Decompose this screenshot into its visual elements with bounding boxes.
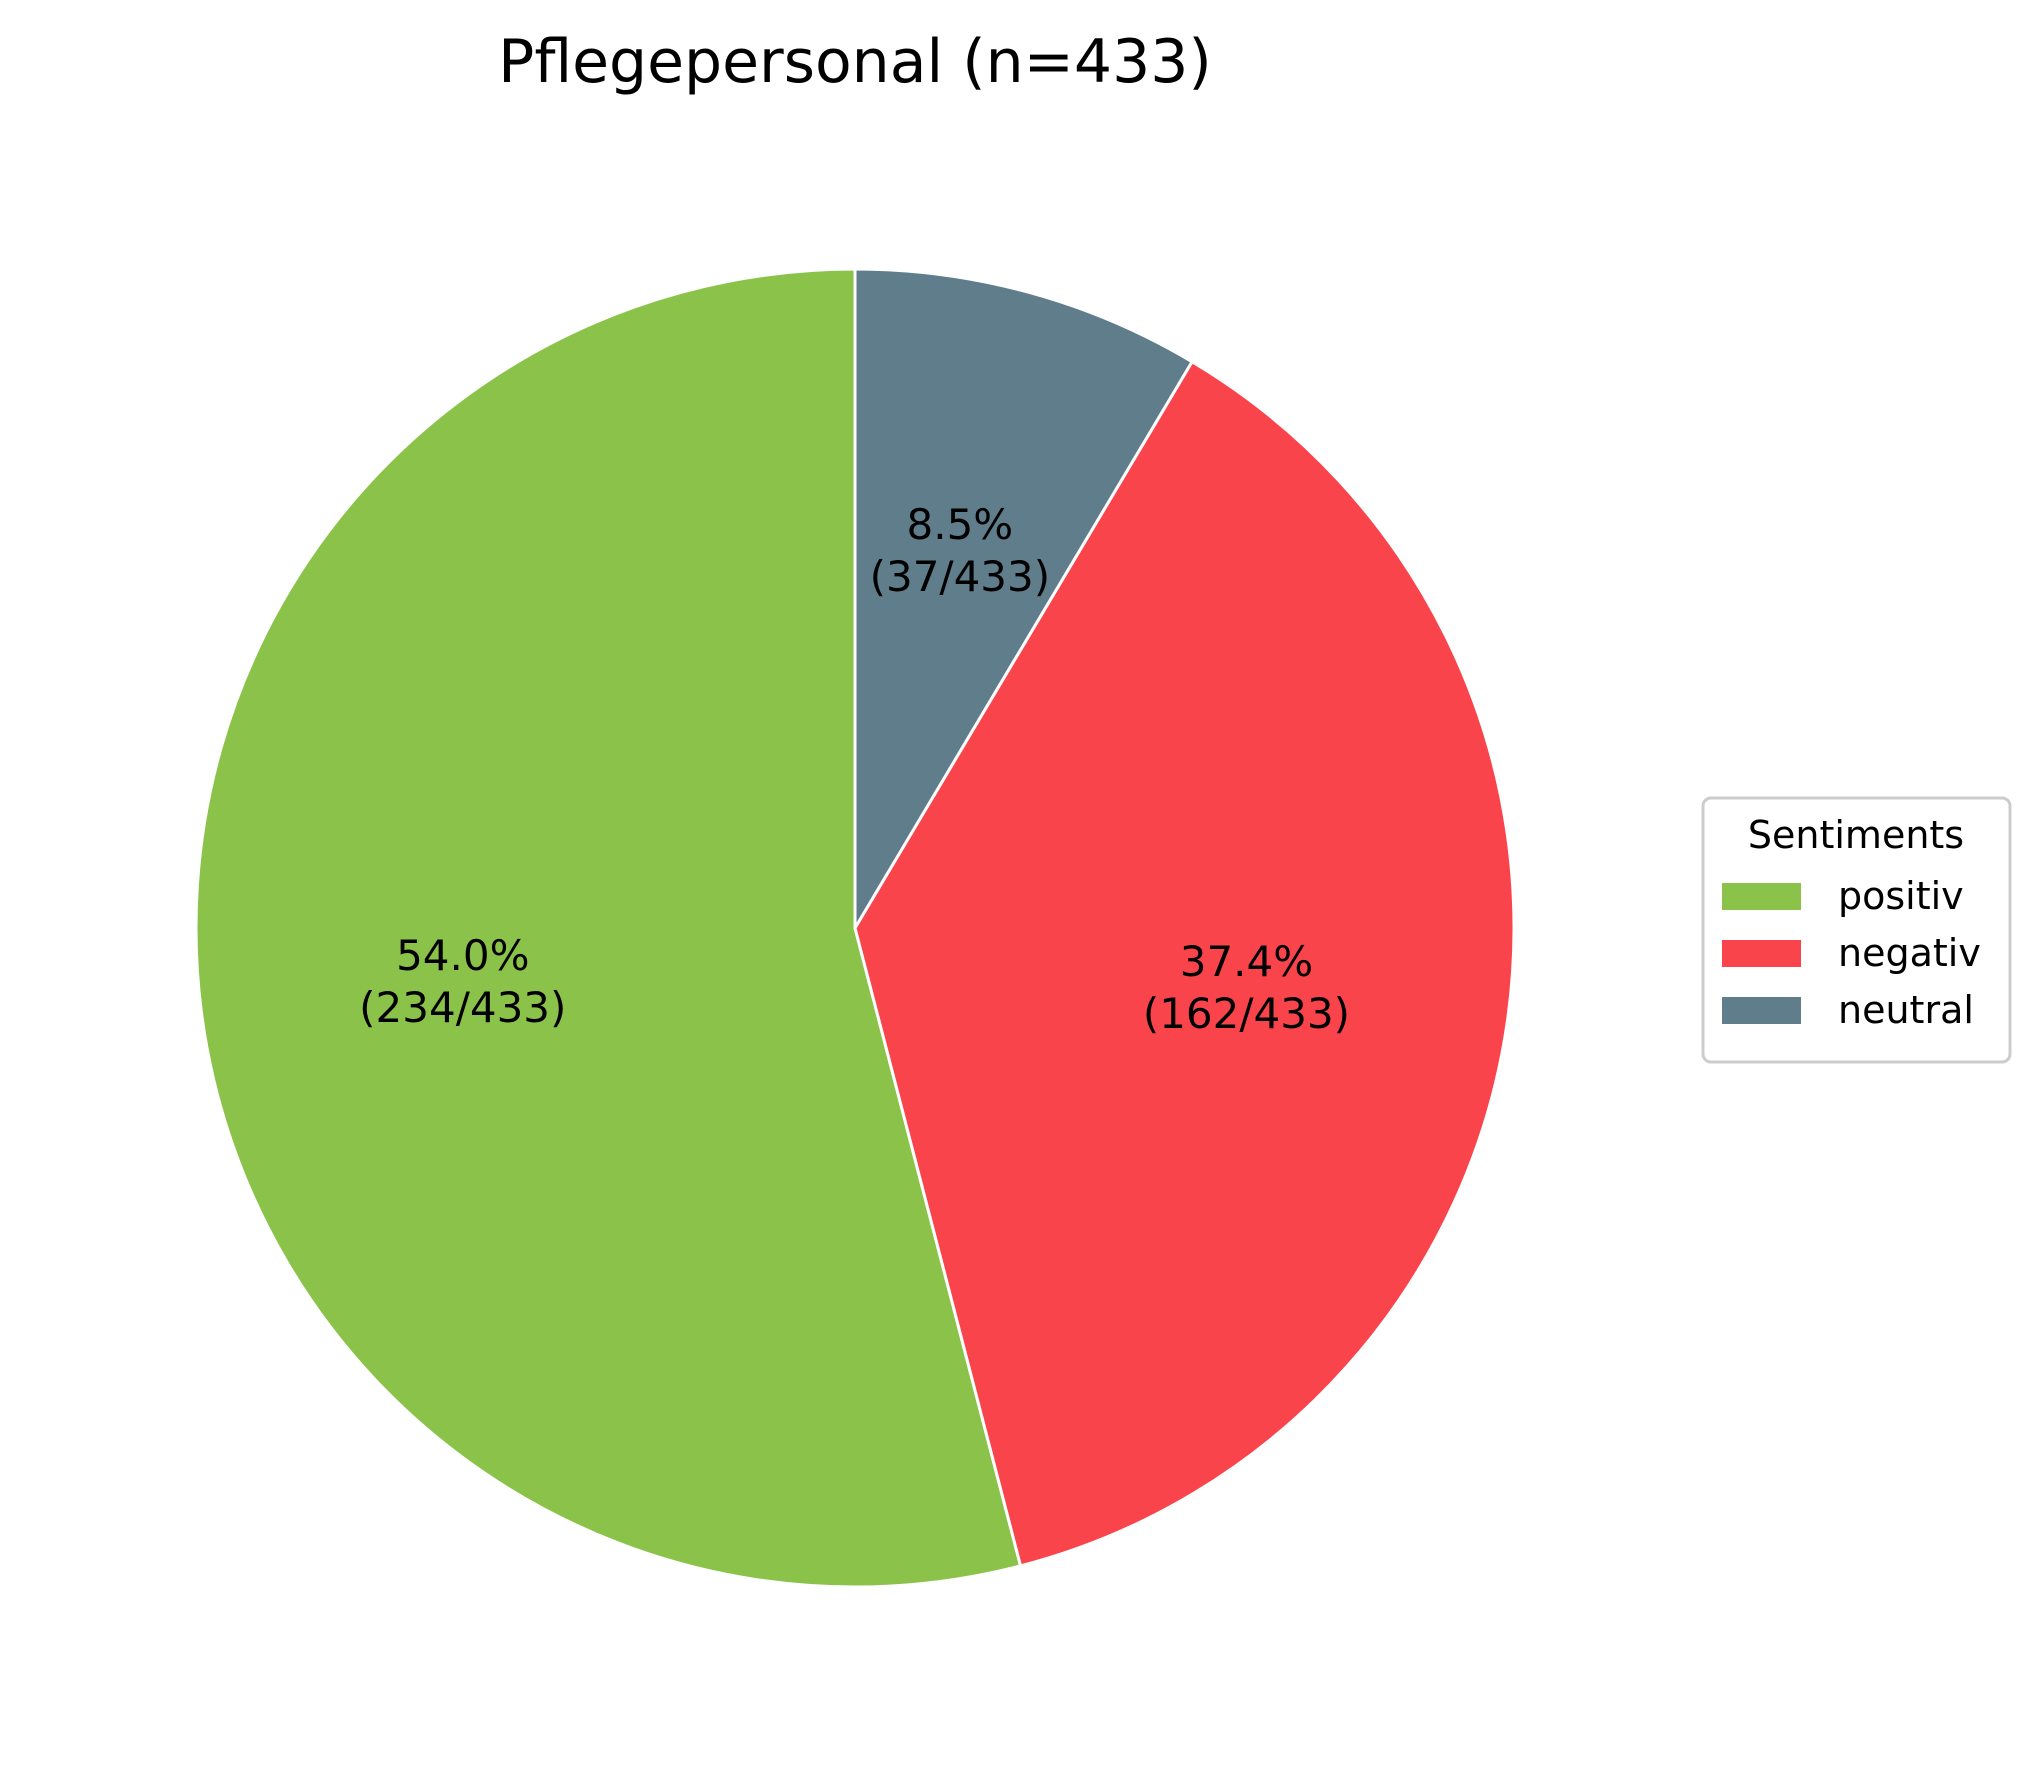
pie-labels: 54.0%(234/433) 37.4%(162/433) 8.5%(37/433) <box>359 500 1350 1038</box>
pie-slices <box>194 267 1516 1589</box>
pie-slice-negativ <box>853 360 1516 1568</box>
legend-label-positiv: positiv <box>1838 874 1964 918</box>
slice-count-label-positiv: (234/433) <box>359 983 566 1032</box>
legend-item-neutral: neutral <box>1722 988 1974 1032</box>
slice-percent-label-positiv: 54.0% <box>396 931 529 980</box>
legend-swatch-negativ <box>1722 940 1801 967</box>
slice-count-label-negativ: (162/433) <box>1143 989 1350 1038</box>
legend: Sentiments positiv negativ neutral <box>1701 796 2012 1064</box>
legend-swatch-positiv <box>1722 883 1801 910</box>
legend-label-neutral: neutral <box>1838 988 1974 1032</box>
pie-slice-positiv <box>194 267 1023 1589</box>
slice-percent-label-negativ: 37.4% <box>1180 937 1313 986</box>
legend-label-negativ: negativ <box>1838 931 1981 975</box>
chart-title: Pflegepersonal (n=433) <box>498 27 1212 97</box>
legend-item-positiv: positiv <box>1722 874 1964 918</box>
legend-title: Sentiments <box>1748 813 1964 857</box>
legend-swatch-neutral <box>1722 997 1801 1024</box>
legend-item-negativ: negativ <box>1722 931 1981 975</box>
slice-percent-label-neutral: 8.5% <box>907 500 1014 549</box>
legend-frame <box>1701 796 2012 1064</box>
pie-slice-neutral <box>853 267 1194 930</box>
slice-count-label-neutral: (37/433) <box>870 552 1051 601</box>
